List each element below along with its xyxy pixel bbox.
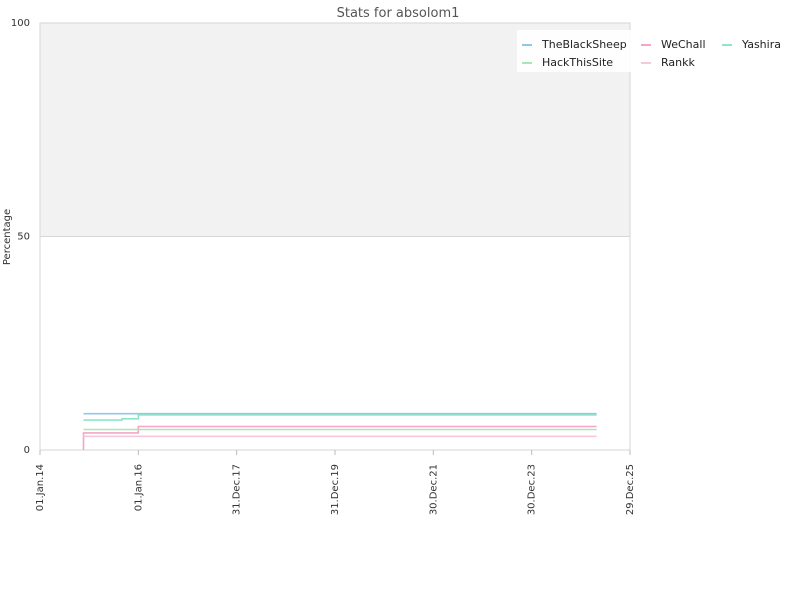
legend-label: TheBlackSheep: [541, 38, 627, 51]
x-tick-label: 01.Jan.16: [133, 464, 144, 511]
legend: TheBlackSheep WeChall Yashira HackThisSite R…: [517, 30, 781, 72]
series-line-wechall: [82, 425, 597, 450]
x-tick-label: 30.Dec.21: [428, 464, 439, 515]
legend-label: HackThisSite: [542, 56, 613, 69]
series-line-yashira: [83, 414, 597, 421]
y-axis-title: Percentage: [2, 209, 13, 265]
legend-label: Rankk: [661, 56, 695, 69]
y-tick-label: 100: [11, 18, 30, 29]
y-tick-label: 50: [17, 232, 30, 243]
chart-title: Stats for absolom1: [337, 6, 460, 21]
x-tick-label: 01.Jan.14: [35, 464, 46, 511]
y-tick-label: 0: [24, 445, 30, 456]
x-tick-label: 29.Dec.25: [625, 464, 636, 515]
legend-label: Yashira: [741, 38, 781, 51]
legend-box: [517, 30, 780, 72]
legend-label: WeChall: [661, 38, 706, 51]
x-tick-label: 30.Dec.23: [527, 464, 538, 515]
x-tick-label: 31.Dec.19: [330, 464, 341, 515]
x-tick-label: 31.Dec.17: [232, 464, 243, 515]
